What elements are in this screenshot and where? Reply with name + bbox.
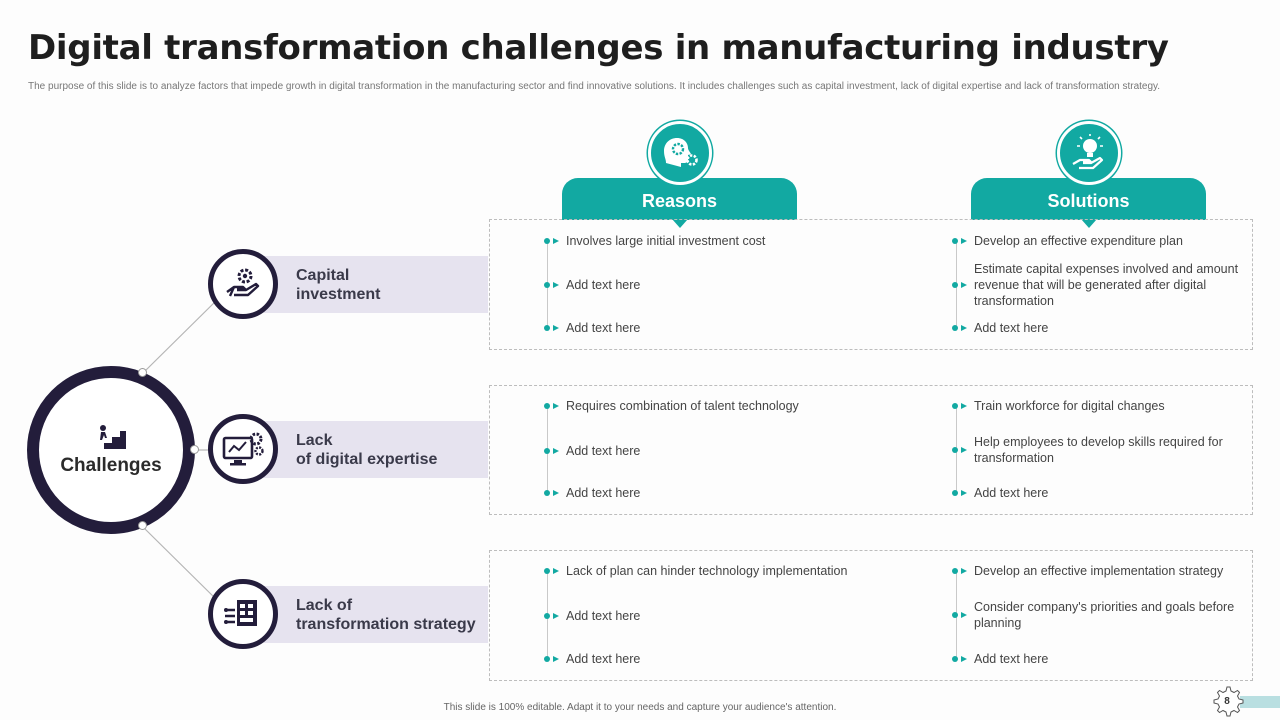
reason-item: Involves large initial investment cost [544, 233, 834, 249]
solution-item: Estimate capital expenses involved and a… [952, 261, 1242, 309]
details-box-strategy [489, 550, 1253, 681]
reason-item: Add text here [544, 651, 834, 667]
solution-item: Help employees to develop skills require… [952, 434, 1242, 466]
solution-item: Consider company's priorities and goals … [952, 599, 1242, 631]
challenge-ring-capital [208, 249, 278, 319]
page-title: Digital transformation challenges in man… [28, 28, 1169, 68]
reasons-header: Reasons [562, 178, 797, 228]
footer-note: This slide is 100% editable. Adapt it to… [443, 702, 837, 713]
solution-item: Add text here [952, 485, 1242, 501]
challenge-band-strategy [244, 586, 488, 643]
monitor-gears-icon [222, 432, 264, 466]
challenge-band-expertise [244, 421, 488, 478]
solution-item: Develop an effective implementation stra… [952, 563, 1254, 579]
solutions-header: Solutions [971, 178, 1206, 228]
reason-item: Lack of plan can hinder technology imple… [544, 563, 896, 579]
page-subtitle: The purpose of this slide is to analyze … [28, 81, 1161, 92]
solution-item: Add text here [952, 320, 1242, 336]
gear-icon [1213, 686, 1244, 717]
head-gears-icon [664, 138, 698, 167]
reason-item: Add text here [544, 443, 834, 459]
reason-item: Add text here [544, 485, 834, 501]
hand-gear-icon [226, 268, 260, 297]
solution-item: Train workforce for digital changes [952, 398, 1242, 414]
connector-dot-bottom [138, 521, 147, 530]
reason-item: Add text here [544, 320, 834, 336]
connector-dot-top [138, 368, 147, 377]
connector-dot-middle [190, 445, 199, 454]
challenges-hub: Challenges [27, 366, 195, 534]
details-box-capital [489, 219, 1253, 350]
hub-label: Challenges [60, 455, 162, 476]
details-box-expertise [489, 385, 1253, 515]
challenge-label-capital: Capital investment [296, 267, 381, 303]
challenge-band-capital [244, 256, 488, 313]
stairs-climber-icon [96, 425, 126, 449]
hand-lightbulb-icon [1072, 134, 1104, 170]
page-bar [1240, 696, 1280, 708]
page-number: 8 [1224, 695, 1230, 707]
solution-item: Add text here [952, 651, 1242, 667]
challenge-ring-strategy [208, 579, 278, 649]
reason-item: Add text here [544, 277, 834, 293]
solutions-badge [1057, 121, 1121, 185]
challenge-ring-expertise [208, 414, 278, 484]
solution-item: Develop an effective expenditure plan [952, 233, 1242, 249]
challenge-label-strategy: Lack of transformation strategy [296, 597, 476, 633]
strategy-board-icon [224, 600, 257, 626]
reasons-badge [648, 121, 712, 185]
reason-item: Add text here [544, 608, 834, 624]
reason-item: Requires combination of talent technolog… [544, 398, 834, 414]
challenge-label-expertise: Lack of digital expertise [296, 432, 438, 468]
